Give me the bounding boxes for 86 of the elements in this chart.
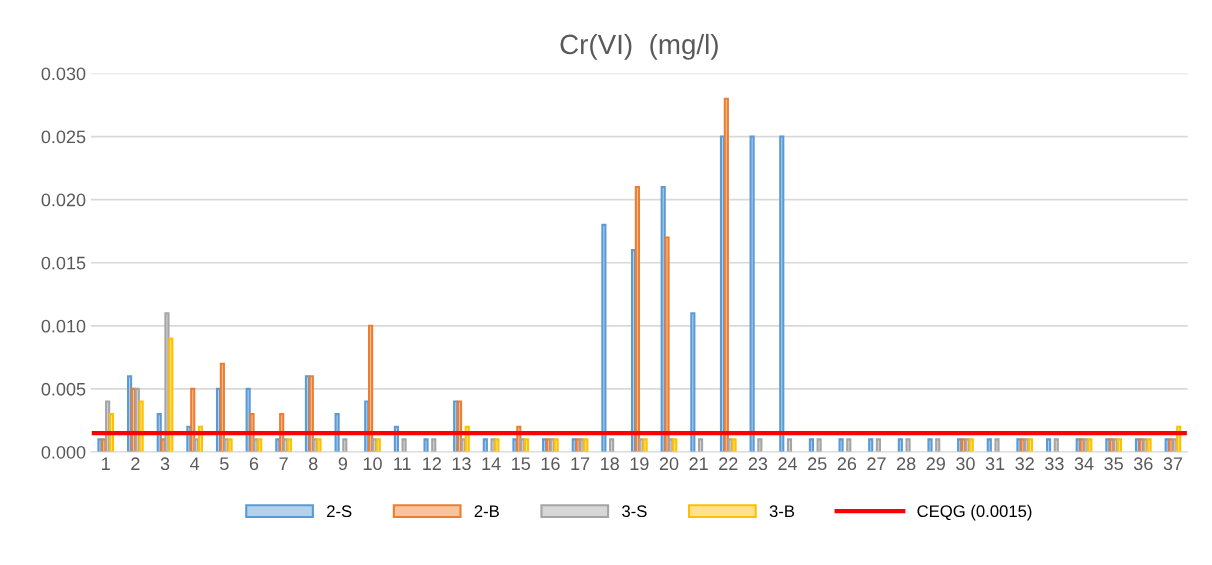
bar xyxy=(601,223,607,452)
legend-label: 2-S xyxy=(327,505,352,518)
bar xyxy=(138,400,144,452)
x-tick-label: 29 xyxy=(926,457,945,471)
bar xyxy=(897,438,903,452)
x-tick-label: 22 xyxy=(719,457,738,470)
x-tick-label: 7 xyxy=(279,457,288,470)
bar xyxy=(779,135,785,452)
legend-label: CEQG (0.0015) xyxy=(917,504,1032,521)
x-tick-label: 36 xyxy=(1133,457,1153,471)
x-tick-label: 21 xyxy=(689,457,708,470)
bar xyxy=(986,438,992,452)
bar xyxy=(1087,438,1093,452)
legend-label: 3-S xyxy=(622,505,647,518)
x-tick-label: 32 xyxy=(1015,457,1034,471)
bar xyxy=(227,438,233,452)
y-tick-label: 0.010 xyxy=(41,319,86,333)
x-tick-label: 18 xyxy=(601,457,619,471)
bar xyxy=(257,438,263,452)
x-tick-label: 34 xyxy=(1074,457,1094,471)
legend-label: 2-B xyxy=(474,505,499,517)
x-tick-label: 8 xyxy=(309,457,318,471)
bar xyxy=(968,438,974,452)
bar xyxy=(375,438,381,452)
x-tick-label: 3 xyxy=(160,457,170,471)
chart-title: Cr(VI) (mg/l) xyxy=(560,33,718,60)
bar xyxy=(642,438,648,452)
y-tick-label: 0.030 xyxy=(41,67,86,81)
bar xyxy=(808,438,814,452)
x-tick-label: 5 xyxy=(220,457,229,471)
bar xyxy=(553,438,559,452)
bar xyxy=(494,438,500,452)
bar xyxy=(368,324,374,452)
legend-label: 3-B xyxy=(769,505,795,518)
bar xyxy=(838,438,844,452)
x-tick-label: 17 xyxy=(571,457,590,470)
bar xyxy=(749,135,755,452)
bar xyxy=(731,438,737,452)
x-tick-label: 30 xyxy=(956,457,975,471)
bar xyxy=(523,438,530,452)
x-tick-label: 20 xyxy=(659,457,679,471)
bar xyxy=(482,438,488,452)
y-tick-label: 0.015 xyxy=(41,256,86,270)
x-tick-label: 31 xyxy=(985,457,1005,471)
bar xyxy=(583,438,589,452)
x-tick-label: 23 xyxy=(748,457,768,471)
bar xyxy=(1027,438,1034,452)
x-tick-label: 26 xyxy=(837,457,857,471)
x-tick-label: 14 xyxy=(482,457,501,470)
x-tick-label: 28 xyxy=(897,457,916,471)
bar xyxy=(423,438,429,452)
x-tick-label: 10 xyxy=(363,457,382,471)
x-tick-label: 13 xyxy=(452,457,471,471)
bar xyxy=(664,236,670,452)
bar xyxy=(1146,438,1152,452)
x-tick-label: 9 xyxy=(338,457,348,471)
x-tick-label: 24 xyxy=(778,457,798,470)
bar xyxy=(723,97,729,452)
bar xyxy=(634,185,640,452)
bar xyxy=(927,438,933,452)
bar xyxy=(672,438,678,452)
x-tick-label: 4 xyxy=(190,457,200,470)
y-tick-label: 0.020 xyxy=(41,193,86,207)
x-tick-label: 12 xyxy=(423,457,441,470)
y-tick-label: 0.025 xyxy=(41,130,86,144)
x-tick-label: 6 xyxy=(249,457,259,471)
x-tick-label: 35 xyxy=(1104,457,1123,471)
x-tick-label: 16 xyxy=(541,457,560,471)
x-tick-label: 15 xyxy=(512,457,531,471)
y-tick-label: 0.000 xyxy=(41,445,86,459)
bar xyxy=(1116,438,1123,452)
x-tick-label: 27 xyxy=(867,457,886,470)
x-tick-label: 19 xyxy=(630,457,649,471)
x-tick-label: 11 xyxy=(394,457,411,470)
bar xyxy=(316,438,322,452)
x-tick-label: 25 xyxy=(808,457,827,471)
bar xyxy=(168,337,174,452)
x-tick-label: 37 xyxy=(1163,457,1183,471)
bar xyxy=(690,312,696,452)
y-tick-label: 0.005 xyxy=(41,382,86,396)
x-tick-label: 2 xyxy=(131,457,140,470)
x-tick-label: 1 xyxy=(102,457,110,470)
x-tick-label: 33 xyxy=(1045,457,1064,471)
bar xyxy=(286,438,292,452)
bar xyxy=(1046,438,1052,452)
bar xyxy=(868,438,874,452)
